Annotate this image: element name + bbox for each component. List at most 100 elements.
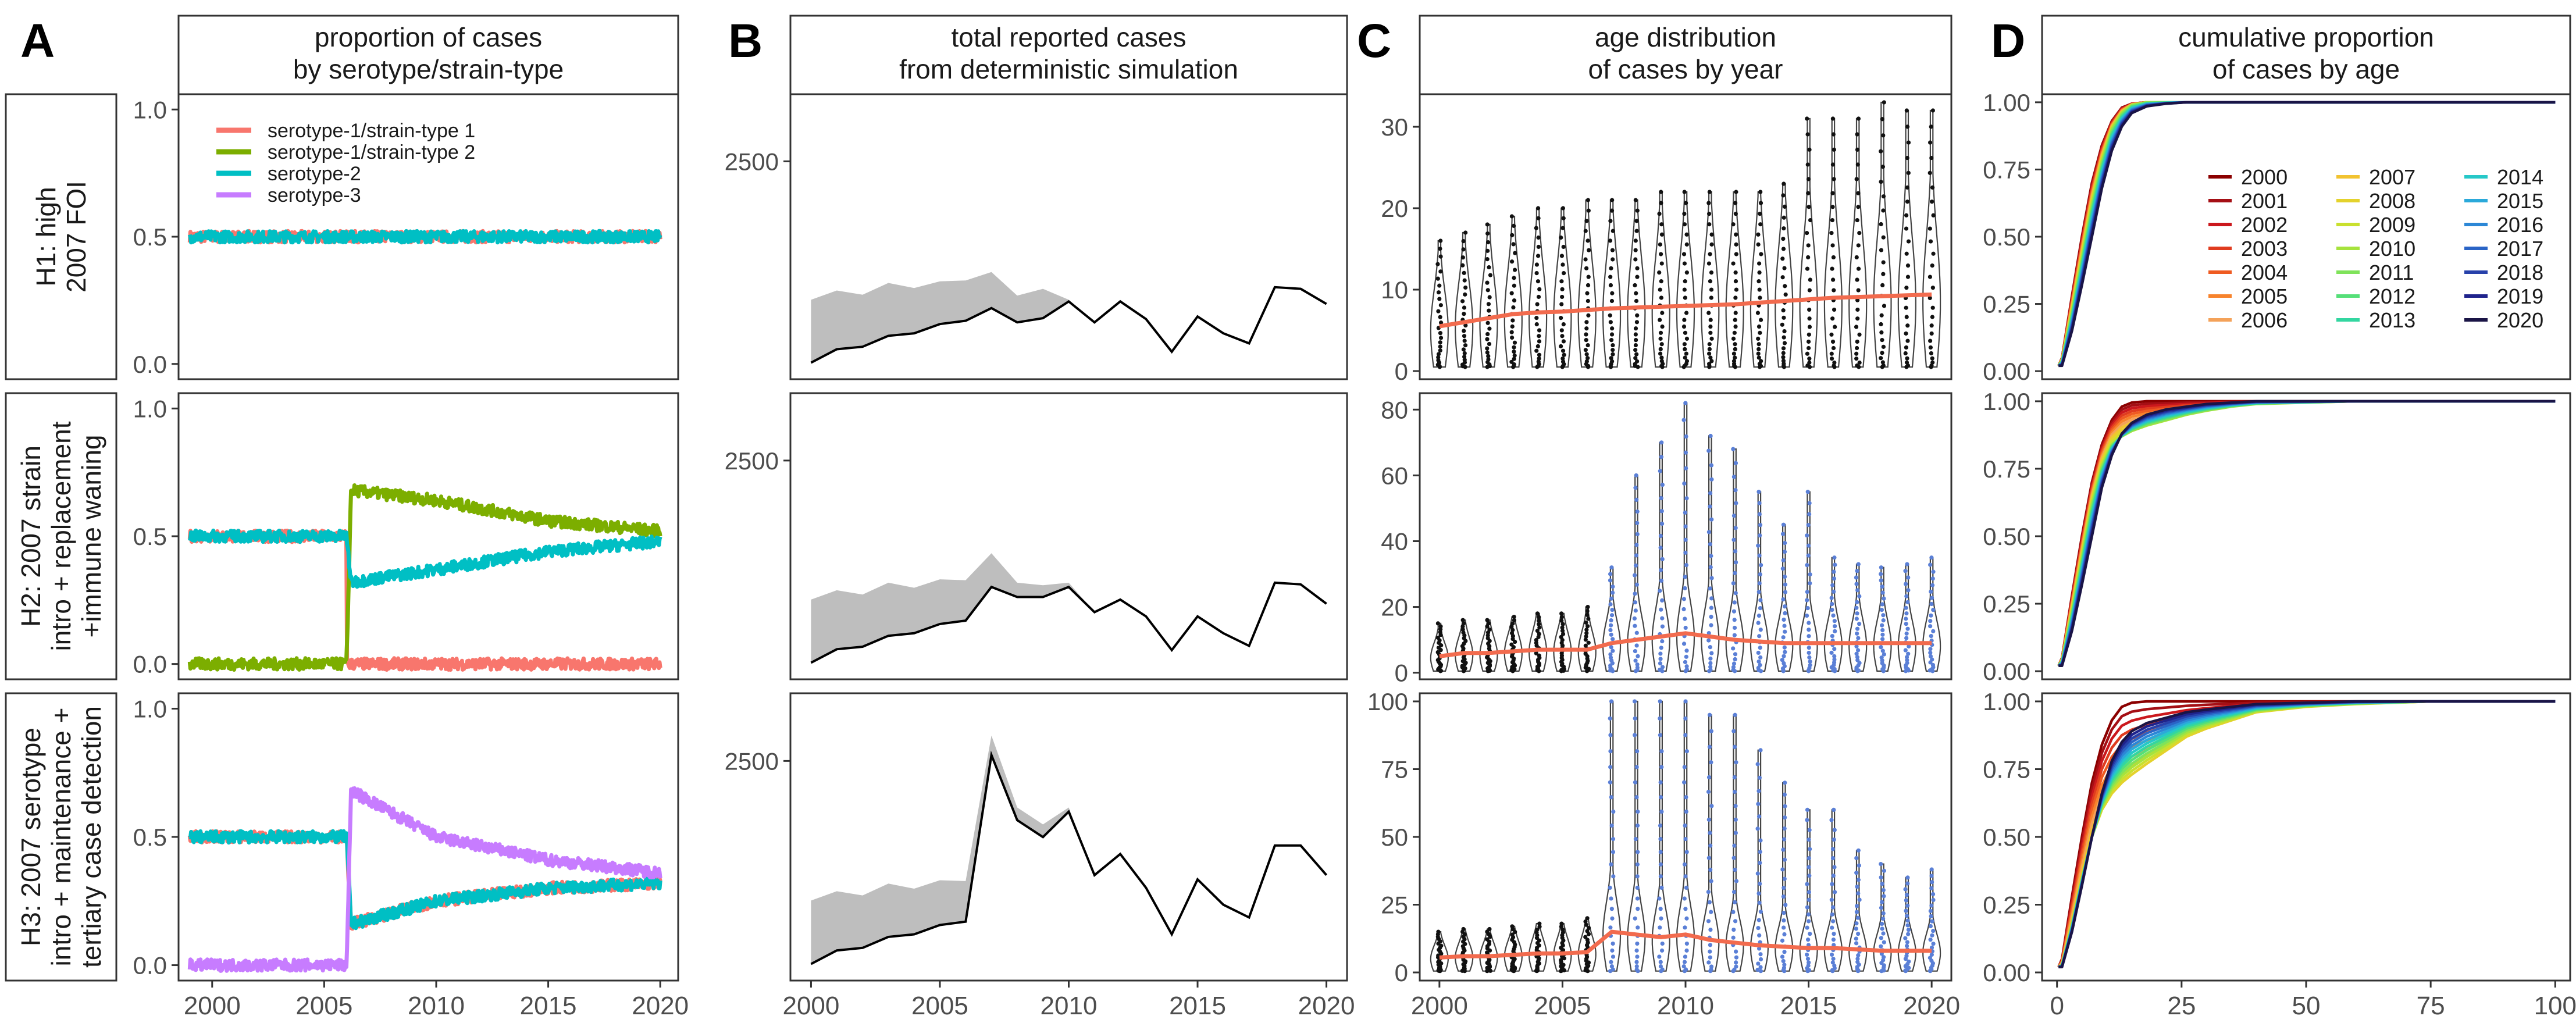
violin-point (1881, 235, 1886, 240)
violin-point (1560, 206, 1565, 211)
violin-point (1660, 624, 1665, 629)
violin-point (1633, 332, 1638, 337)
violin-point (1927, 295, 1932, 301)
violin-point (1683, 625, 1688, 630)
violin-point (1881, 272, 1886, 276)
violin-point (1658, 925, 1662, 930)
violin-point (1485, 288, 1490, 293)
violin-point (1511, 242, 1516, 247)
violin-point (1832, 932, 1836, 936)
violin-point (1534, 262, 1540, 267)
violin-point (1683, 524, 1688, 529)
violin-point (1804, 231, 1809, 236)
violin-point (1928, 239, 1933, 244)
violin-point (1684, 809, 1688, 814)
violin-point (1804, 614, 1809, 618)
y-tick-label: 0.0 (133, 651, 167, 678)
violin-point (1634, 473, 1638, 477)
violin-point (1782, 645, 1787, 650)
violin-point (1783, 575, 1787, 579)
column-header-box (177, 15, 679, 95)
violin-point (1904, 631, 1909, 636)
violin-point (1660, 639, 1665, 644)
violin-point (1733, 355, 1737, 360)
violin-point (1608, 572, 1613, 576)
violin-point (1854, 941, 1859, 946)
violin (1799, 117, 1818, 368)
violin (1725, 448, 1744, 672)
panel-letter-B: B (728, 15, 763, 67)
violin-point (1758, 965, 1763, 970)
violin-point (1808, 277, 1812, 282)
violin-point (1805, 807, 1810, 812)
violin-point (1759, 359, 1763, 363)
series-line (187, 786, 662, 973)
violin-point (1879, 906, 1884, 910)
x-tick-label: 2005 (295, 992, 352, 1020)
violin-point (1709, 729, 1713, 733)
violin-point (1855, 162, 1860, 167)
violin-point (1709, 287, 1714, 292)
violin-point (1438, 303, 1443, 308)
violin-point (1733, 461, 1738, 465)
violin-point (1757, 553, 1762, 558)
violin-point (1636, 654, 1640, 658)
violin-point (1634, 960, 1639, 964)
violin-point (1559, 316, 1563, 320)
violin-point (1881, 133, 1886, 138)
violin-point (1608, 313, 1612, 318)
violin-point (1930, 315, 1934, 319)
violin-point (1585, 238, 1590, 243)
violin-point (1537, 328, 1542, 333)
violin-point (1905, 185, 1909, 190)
violin-point (1634, 553, 1639, 558)
violin-point (1438, 254, 1443, 259)
violin-point (1683, 616, 1687, 621)
violin-point (1781, 358, 1786, 363)
violin-point (1634, 582, 1639, 587)
violin-point (1904, 616, 1908, 621)
violin-point (1586, 208, 1591, 213)
violin-point (1658, 242, 1662, 247)
violin-point (1658, 907, 1663, 911)
violin-point (1831, 132, 1836, 137)
violin-point (1659, 295, 1663, 300)
violin-point (1807, 865, 1811, 869)
violin-point (1611, 229, 1615, 233)
x-tick-label: 2010 (1657, 992, 1714, 1020)
violin-point (1781, 522, 1786, 527)
violin-point (1829, 952, 1834, 957)
violin-point (1782, 837, 1787, 842)
violin-point (1706, 775, 1712, 780)
violin-point (1929, 867, 1934, 872)
panel-letter-A: A (20, 15, 55, 67)
row-label: H1: high 2007 FOI (31, 181, 91, 293)
violin-point (1559, 328, 1564, 333)
violin-point (1633, 648, 1637, 654)
violin-point (1633, 837, 1638, 842)
violin-point (1611, 257, 1615, 262)
violin-point (1929, 903, 1934, 908)
violin-point (1929, 199, 1934, 204)
violin-point (1832, 865, 1837, 869)
violin-point (1435, 650, 1440, 655)
violin-point (1611, 809, 1616, 814)
violin-point (1881, 931, 1886, 936)
violin-point (1882, 100, 1886, 105)
violin-point (1758, 748, 1763, 753)
violin-point (1509, 214, 1515, 219)
violin-point (1856, 562, 1861, 566)
violin-point (1832, 807, 1836, 812)
violin-point (1805, 590, 1809, 594)
violin-point (1855, 884, 1859, 889)
violin-point (1682, 896, 1687, 901)
violin-point (1930, 360, 1935, 365)
row-label-line: intro + maintenance + (46, 708, 76, 967)
violin-point (1684, 351, 1688, 356)
violin-point (1854, 644, 1859, 649)
violin-point (1758, 881, 1762, 886)
violin-point (1609, 596, 1614, 601)
violin-point (1658, 661, 1663, 666)
violin-point (1905, 199, 1910, 204)
violin-point (1559, 254, 1565, 258)
